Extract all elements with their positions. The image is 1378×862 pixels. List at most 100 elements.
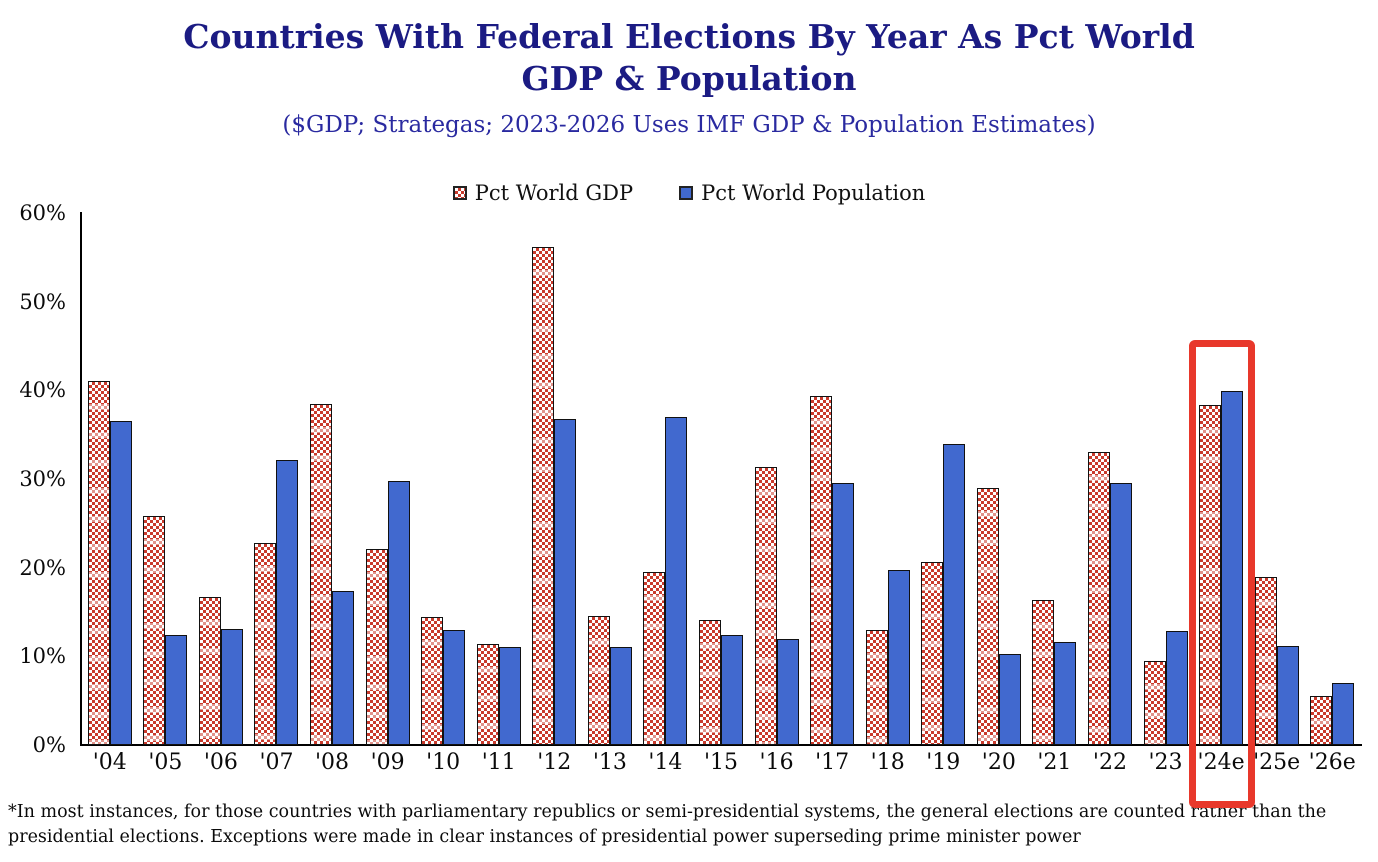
- x-axis-line: [80, 744, 1362, 746]
- bar-group-19: [915, 213, 971, 745]
- bar-population: [387, 480, 410, 745]
- footnote: *In most instances, for those countries …: [8, 802, 1327, 847]
- bar-population: [554, 418, 577, 745]
- bar-gdp: [698, 619, 721, 745]
- legend-item-population: Pct World Population: [679, 181, 925, 205]
- y-axis-label: 20%: [19, 555, 66, 580]
- bar-group-23: [1138, 213, 1194, 745]
- bar-group-10: [415, 213, 471, 745]
- bar-group-04: [82, 213, 138, 745]
- bar-population: [276, 459, 299, 745]
- x-axis-label: '15: [703, 750, 738, 775]
- bar-group-12: [527, 213, 583, 745]
- x-axis-label: '11: [481, 750, 516, 775]
- bar-group-17: [804, 213, 860, 745]
- chart-title: Countries With Federal Elections By Year…: [0, 16, 1378, 100]
- bar-population: [720, 635, 743, 745]
- legend-item-gdp: Pct World GDP: [452, 181, 634, 205]
- x-axis-label: '23: [1148, 750, 1183, 775]
- bar-gdp: [1143, 660, 1166, 745]
- bar-group-26e: [1304, 213, 1360, 745]
- bar-group-24e: [1193, 213, 1249, 745]
- bar-gdp: [1199, 405, 1222, 745]
- plot-area: [82, 213, 1360, 745]
- chart-area: 0% 10% 20% 30% 40% 50% 60%: [0, 201, 1378, 757]
- bar-gdp: [476, 643, 499, 745]
- bar-group-22: [1082, 213, 1138, 745]
- bar-group-15: [693, 213, 749, 745]
- bar-population: [665, 416, 688, 745]
- bar-gdp: [921, 562, 944, 745]
- x-axis-label: '10: [426, 750, 461, 775]
- bar-population: [1221, 391, 1244, 745]
- bar-gdp: [1087, 452, 1110, 745]
- bar-population: [109, 421, 132, 745]
- bar-population: [498, 647, 521, 745]
- bar-population: [165, 635, 188, 745]
- x-axis-label: '14: [648, 750, 683, 775]
- legend-label-population: Pct World Population: [701, 181, 926, 205]
- bar-gdp: [1032, 599, 1055, 745]
- bar-population: [332, 590, 355, 745]
- x-axis-label: '06: [203, 750, 238, 775]
- x-axis-label: '05: [148, 750, 183, 775]
- bar-population: [887, 570, 910, 745]
- bar-group-20: [971, 213, 1027, 745]
- bar-group-07: [249, 213, 305, 745]
- x-axis-label: '08: [315, 750, 350, 775]
- bar-group-18: [860, 213, 916, 745]
- chart-legend: Pct World GDP Pct World Population: [0, 181, 1378, 205]
- chart-title-line1: Countries With Federal Elections By Year…: [183, 17, 1195, 56]
- x-axis-label: '24e: [1197, 750, 1245, 775]
- bar-population: [832, 483, 855, 745]
- bar-group-09: [360, 213, 416, 745]
- y-axis-label: 60%: [19, 201, 66, 225]
- bar-gdp: [198, 596, 221, 745]
- bar-population: [776, 638, 799, 745]
- x-axis-label: '04: [92, 750, 127, 775]
- x-axis-label: '21: [1037, 750, 1072, 775]
- x-axis-label: '20: [981, 750, 1016, 775]
- y-axis-label: 30%: [19, 467, 66, 491]
- bar-population: [1054, 642, 1077, 745]
- bar-group-05: [138, 213, 194, 745]
- bar-group-21: [1027, 213, 1083, 745]
- bar-group-08: [304, 213, 360, 745]
- bar-gdp: [143, 516, 166, 745]
- bar-population: [998, 653, 1021, 745]
- x-axis-label: '26e: [1308, 750, 1356, 775]
- y-axis-label: 0%: [32, 733, 66, 757]
- x-axis-label: '13: [592, 750, 627, 775]
- bar-group-14: [638, 213, 694, 745]
- highlight-rectangle-24e: [1189, 340, 1255, 808]
- y-axis-label: 10%: [19, 644, 66, 669]
- bar-gdp: [587, 615, 610, 745]
- legend-label-gdp: Pct World GDP: [474, 181, 634, 205]
- population-blue-swatch-icon: [679, 186, 694, 200]
- bar-group-11: [471, 213, 527, 745]
- bar-population: [1332, 682, 1355, 745]
- bar-population: [1276, 645, 1299, 745]
- bar-group-25e: [1249, 213, 1305, 745]
- bar-gdp: [254, 542, 277, 745]
- x-axis-label: '09: [370, 750, 405, 775]
- bar-gdp: [365, 549, 388, 745]
- gdp-checker-swatch-icon: [452, 186, 467, 200]
- bar-gdp: [532, 246, 555, 745]
- bar-gdp: [976, 487, 999, 745]
- bar-population: [609, 647, 632, 745]
- y-axis-label: 40%: [19, 378, 66, 403]
- bar-gdp: [810, 395, 833, 745]
- x-axis-label: '16: [759, 750, 794, 775]
- x-axis-label: '25e: [1253, 750, 1301, 775]
- y-axis-line: [80, 212, 82, 746]
- x-axis-label: '19: [926, 750, 961, 775]
- bar-population: [1165, 630, 1188, 745]
- x-axis-labels: '04 '05 '06 '07 '08 '09 '10 '11 '12 '13 '14 '15 '16 '…: [0, 750, 1378, 782]
- bar-gdp: [1254, 576, 1277, 745]
- x-axis-label: '18: [870, 750, 905, 775]
- bar-group-06: [193, 213, 249, 745]
- chart-title-line2: GDP & Population: [521, 59, 857, 99]
- bar-group-16: [749, 213, 805, 745]
